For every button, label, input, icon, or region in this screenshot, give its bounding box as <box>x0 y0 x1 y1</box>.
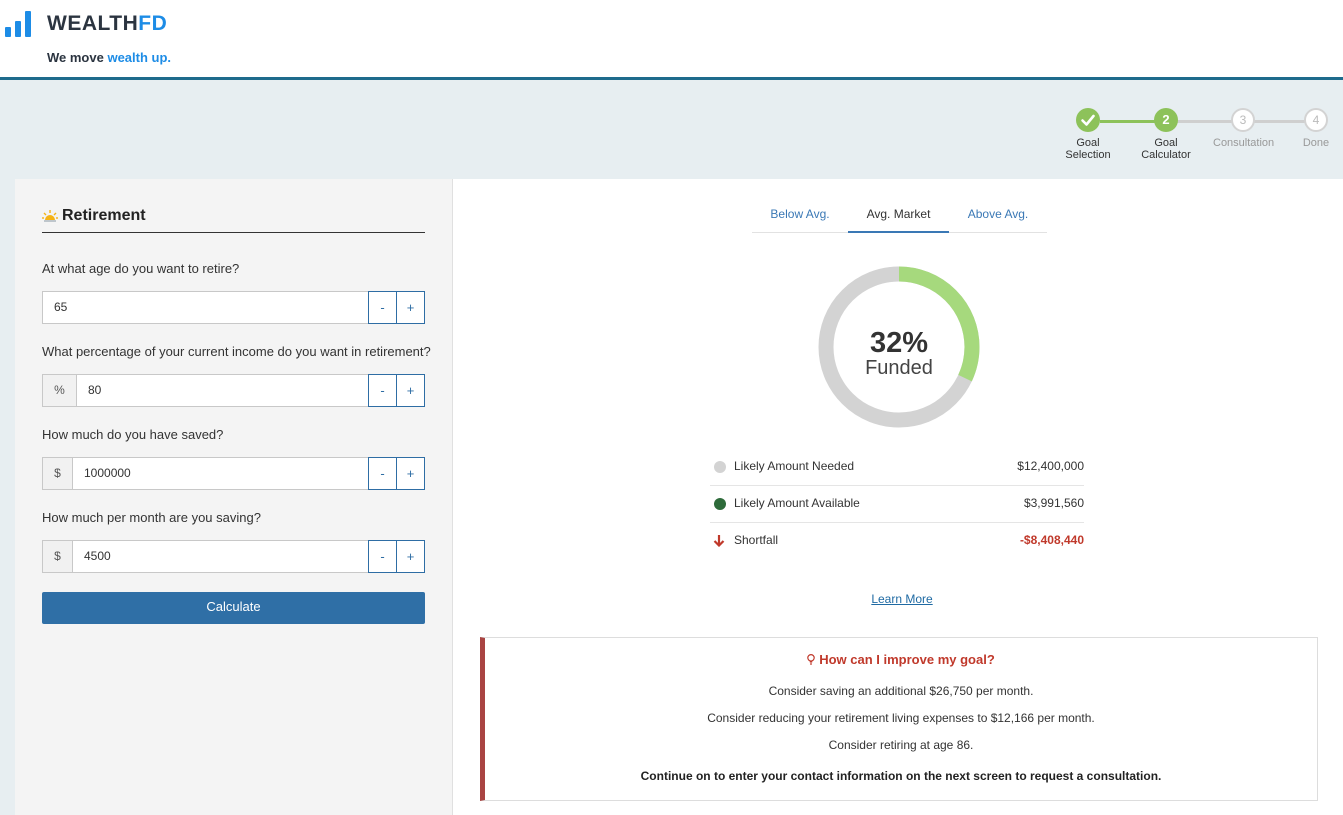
improve-tip: Consider retiring at age 86. <box>828 738 974 752</box>
available-dot-icon <box>714 498 726 510</box>
dollar-addon: $ <box>43 458 73 489</box>
improve-tip: Consider saving an additional $26,750 pe… <box>768 684 1034 698</box>
summary-label: Likely Amount Needed <box>734 459 855 473</box>
monthly-saving-field: $ 4500 - + <box>42 540 425 573</box>
improve-title-text: How can I improve my goal? <box>819 652 995 667</box>
question-saved: How much do you have saved? <box>42 427 224 442</box>
saved-increment-button[interactable]: + <box>396 457 425 490</box>
tagline-accent: wealth up. <box>107 50 172 65</box>
percent-addon: % <box>43 375 77 406</box>
summary-amount: $12,400,000 <box>1017 459 1084 473</box>
improve-tip: Consider reducing your retirement living… <box>707 711 1095 725</box>
checkmark-icon <box>1076 108 1100 132</box>
summary-label: Shortfall <box>734 533 779 547</box>
tab-below-avg[interactable]: Below Avg. <box>770 207 830 221</box>
saved-field: $ 1000000 - + <box>42 457 425 490</box>
section-title: Retirement <box>62 207 146 224</box>
funding-summary: Likely Amount Needed $12,400,000 Likely … <box>710 449 1084 560</box>
consultation-cta: Continue on to enter your contact inform… <box>640 769 1162 783</box>
summary-row-shortfall: Shortfall -$8,408,440 <box>710 523 1084 560</box>
summary-row-available: Likely Amount Available $3,991,560 <box>710 486 1084 523</box>
summary-row-needed: Likely Amount Needed $12,400,000 <box>710 449 1084 486</box>
improve-goal-box: How can I improve my goal? Consider savi… <box>480 637 1318 801</box>
stepper-line-3 <box>1254 120 1320 123</box>
tagline: We move wealth up. <box>47 50 171 65</box>
saved-input[interactable]: 1000000 <box>84 466 131 480</box>
summary-label: Likely Amount Available <box>734 496 860 510</box>
sun-icon <box>42 210 58 222</box>
step-consultation: 3 Consultation <box>1213 108 1275 149</box>
step-label: Done <box>1302 137 1330 149</box>
step-label: Goal Selection <box>1065 137 1111 161</box>
summary-amount: $3,991,560 <box>1023 496 1084 510</box>
market-scenario-tabs: Below Avg. Avg. Market Above Avg. <box>752 199 1047 233</box>
funded-donut-chart <box>818 266 980 428</box>
progress-stepper: Goal Selection 2 Goal Calculator 3 Consu… <box>1060 108 1340 168</box>
learn-more-link[interactable]: Learn More <box>871 592 933 606</box>
funded-label: Funded <box>865 357 933 379</box>
improve-title: How can I improve my goal? <box>485 652 1317 667</box>
income-percent-input[interactable]: 80 <box>88 383 102 397</box>
monthly-saving-input[interactable]: 4500 <box>84 549 111 563</box>
calculate-button[interactable]: Calculate <box>42 592 425 624</box>
site-header: WEALTHFD We move wealth up. <box>0 0 1343 80</box>
question-retire-age: At what age do you want to retire? <box>42 261 240 276</box>
needed-dot-icon <box>714 461 726 473</box>
section-header: Retirement <box>42 207 425 233</box>
monthly-saving-increment-button[interactable]: + <box>396 540 425 573</box>
step-label: Goal Calculator <box>1141 137 1191 161</box>
income-percent-decrement-button[interactable]: - <box>368 374 397 407</box>
retire-age-increment-button[interactable]: + <box>396 291 425 324</box>
summary-amount: -$8,408,440 <box>1019 533 1084 547</box>
logo-name-accent: FD <box>138 12 168 35</box>
results-panel: Below Avg. Avg. Market Above Avg. 32% Fu… <box>453 179 1343 815</box>
step-done: 4 Done <box>1286 108 1343 149</box>
logo-name-main: WEALTH <box>47 12 139 35</box>
step-number: 4 <box>1304 108 1328 132</box>
dollar-addon: $ <box>43 541 73 572</box>
question-monthly-saving: How much per month are you saving? <box>42 510 261 525</box>
tab-avg-market[interactable]: Avg. Market <box>848 199 949 233</box>
saved-decrement-button[interactable]: - <box>368 457 397 490</box>
step-number: 2 <box>1154 108 1178 132</box>
retire-age-field: 65 - + <box>42 291 425 324</box>
step-label: Consultation <box>1213 137 1275 149</box>
stepper-line-1 <box>1100 120 1166 123</box>
down-arrow-icon <box>713 535 725 547</box>
step-number: 3 <box>1231 108 1255 132</box>
retire-age-input[interactable]: 65 <box>54 300 68 314</box>
tagline-main: We move <box>47 50 108 65</box>
step-goal-calculator: 2 Goal Calculator <box>1136 108 1196 161</box>
retirement-form-panel: Retirement At what age do you want to re… <box>15 179 453 815</box>
stepper-line-2 <box>1177 120 1243 123</box>
tab-above-avg[interactable]: Above Avg. <box>967 207 1029 221</box>
lightbulb-icon <box>807 654 816 665</box>
logo-wordmark[interactable]: WEALTHFD <box>47 12 167 36</box>
question-income-percent: What percentage of your current income d… <box>42 344 431 359</box>
step-goal-selection[interactable]: Goal Selection <box>1058 108 1118 161</box>
donut-funded-arc <box>818 266 980 428</box>
retire-age-decrement-button[interactable]: - <box>368 291 397 324</box>
income-percent-field: % 80 - + <box>42 374 425 407</box>
logo-bars-icon <box>5 11 31 37</box>
monthly-saving-decrement-button[interactable]: - <box>368 540 397 573</box>
income-percent-increment-button[interactable]: + <box>396 374 425 407</box>
funded-percent: 32% <box>869 327 929 359</box>
